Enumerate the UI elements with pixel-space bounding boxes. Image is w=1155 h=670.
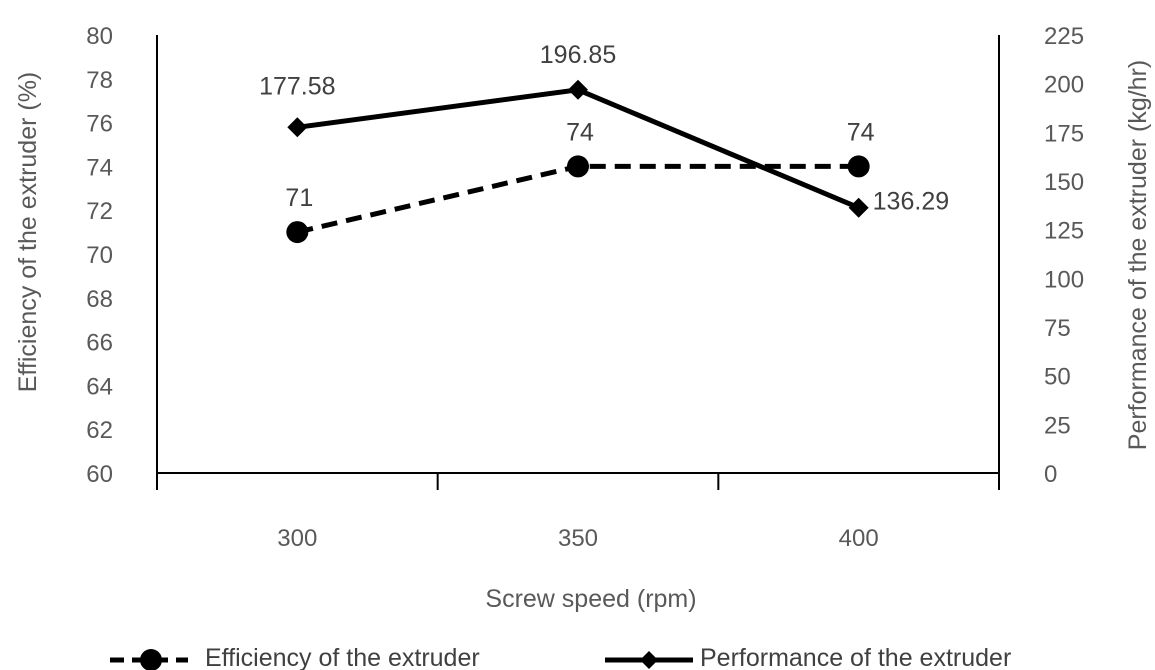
- efficiency-point: [567, 155, 589, 178]
- y-right-tick-label: 175: [1044, 120, 1084, 147]
- efficiency-data-label: 74: [566, 118, 594, 146]
- left-y-ticks: 60 62 64 66 68 70 72 74 76 78 80: [86, 23, 113, 488]
- legend-efficiency-marker: [140, 649, 162, 670]
- y-left-tick-label: 62: [86, 417, 113, 444]
- y-axis-left-title: Efficiency of the extruder (%): [14, 72, 42, 393]
- efficiency-point: [847, 155, 870, 178]
- series-group: [286, 79, 870, 244]
- legend: Efficiency of the extruder Performance o…: [110, 644, 1011, 670]
- y-right-tick-label: 75: [1044, 315, 1071, 342]
- y-left-tick-label: 68: [86, 286, 113, 313]
- y-right-tick-label: 0: [1044, 461, 1057, 488]
- performance-data-label: 177.58: [259, 72, 335, 100]
- y-right-tick-label: 50: [1044, 364, 1071, 391]
- right-y-ticks: 0 25 50 75 100 125 150 175 200 225: [1044, 23, 1084, 488]
- y-left-tick-label: 60: [86, 461, 113, 488]
- y-right-tick-label: 200: [1044, 72, 1084, 99]
- legend-efficiency-label: Efficiency of the extruder: [205, 644, 480, 670]
- x-tick-label: 300: [277, 525, 317, 552]
- axes: [156, 35, 1000, 490]
- performance-data-label: 196.85: [540, 41, 616, 69]
- performance-line: [297, 87, 860, 210]
- y-left-tick-label: 70: [86, 242, 113, 269]
- x-tick-label: 350: [558, 525, 598, 552]
- y-right-tick-label: 25: [1044, 412, 1071, 439]
- efficiency-data-label: 74: [847, 118, 875, 146]
- data-labels: 71 74 74 177.58 196.85 136.29: [259, 41, 949, 216]
- y-right-tick-label: 100: [1044, 266, 1084, 293]
- efficiency-data-label: 71: [285, 184, 313, 212]
- x-tick-label: 400: [839, 525, 879, 552]
- legend-item-performance: Performance of the extruder: [605, 644, 1011, 670]
- y-axis-right-title: Performance of the extruder (kg/hr): [1124, 60, 1152, 450]
- performance-point: [568, 79, 588, 100]
- y-right-tick-label: 225: [1044, 23, 1084, 50]
- efficiency-point: [286, 221, 309, 244]
- y-right-tick-label: 150: [1044, 169, 1084, 196]
- y-right-tick-label: 125: [1044, 218, 1084, 245]
- performance-point: [848, 197, 869, 218]
- y-left-tick-label: 80: [86, 23, 113, 50]
- legend-performance-label: Performance of the extruder: [700, 644, 1011, 670]
- y-left-tick-label: 76: [86, 111, 113, 138]
- x-axis-title: Screw speed (rpm): [485, 585, 696, 613]
- y-left-tick-label: 72: [86, 198, 113, 225]
- y-left-tick-label: 78: [86, 67, 113, 94]
- performance-data-label: 136.29: [873, 188, 949, 216]
- y-left-tick-label: 66: [86, 330, 113, 357]
- legend-performance-marker: [640, 651, 658, 669]
- x-ticks: 300 350 400: [277, 525, 878, 552]
- y-left-tick-label: 64: [86, 373, 113, 400]
- performance-point: [287, 117, 308, 138]
- y-left-tick-label: 74: [86, 154, 113, 181]
- legend-item-efficiency: Efficiency of the extruder: [110, 644, 480, 670]
